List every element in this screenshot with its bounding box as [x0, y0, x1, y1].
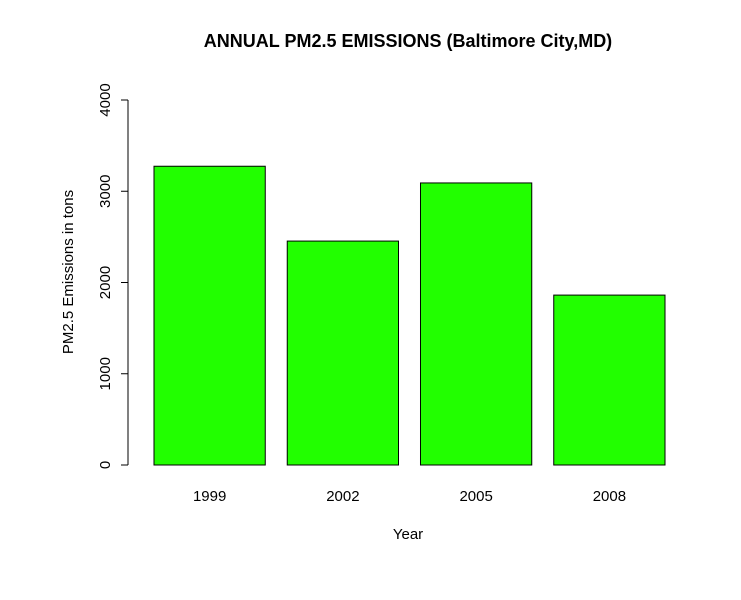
y-axis-label: PM2.5 Emissions in tons: [60, 190, 77, 354]
y-tick-label: 4000: [97, 83, 114, 116]
x-tick-label: 1999: [193, 488, 226, 505]
x-tick-label: 2005: [459, 488, 492, 505]
x-tick-labels: 1999 2002 2005 2008: [193, 488, 626, 505]
bar-2002: [286, 240, 400, 466]
x-axis-label: Year: [393, 526, 423, 543]
bar-2005: [419, 182, 533, 466]
y-tick-label: 2000: [97, 266, 114, 299]
x-tick-label: 2008: [593, 488, 626, 505]
x-tick-label: 2002: [326, 488, 359, 505]
bars: [153, 165, 666, 466]
y-tick-label: 0: [97, 461, 114, 469]
y-tick-label: 1000: [97, 357, 114, 390]
bar-1999: [153, 165, 266, 466]
bar-2008: [553, 294, 666, 466]
y-axis: 0 1000 2000 3000 4000: [97, 83, 129, 469]
y-tick-label: 3000: [97, 175, 114, 208]
chart-title: ANNUAL PM2.5 EMISSIONS (Baltimore City,M…: [204, 31, 612, 51]
